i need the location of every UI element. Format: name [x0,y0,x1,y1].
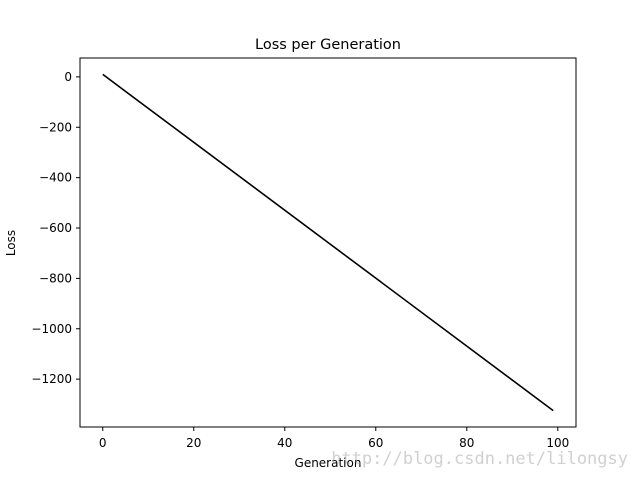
x-tick-label: 40 [277,436,292,450]
y-tick-label: −1000 [31,322,72,336]
x-tick-label: 60 [368,436,383,450]
axis-ticks: 0 20 40 60 80 100 0 −200 −400 −600 −800 −1000 −1200 [31,70,569,450]
watermark-text: http://blog.csdn.net/lilongsy [331,449,628,469]
y-tick-label: −200 [39,120,72,134]
loss-series-line [102,73,554,412]
y-tick-label: 0 [64,70,72,84]
y-tick-label: −600 [39,221,72,235]
y-tick-label: −800 [39,271,72,285]
x-tick-label: 0 [99,436,107,450]
y-tick-label: −1200 [31,372,72,386]
series-layer [102,73,554,412]
x-axis-label: Generation [295,456,362,470]
y-axis-label: Loss [4,230,18,256]
x-tick-label: 20 [186,436,201,450]
y-tick-label: −400 [39,171,72,185]
x-tick-label: 100 [546,436,569,450]
chart-title: Loss per Generation [255,37,401,53]
plot-frame [79,57,577,428]
x-tick-label: 80 [459,436,474,450]
